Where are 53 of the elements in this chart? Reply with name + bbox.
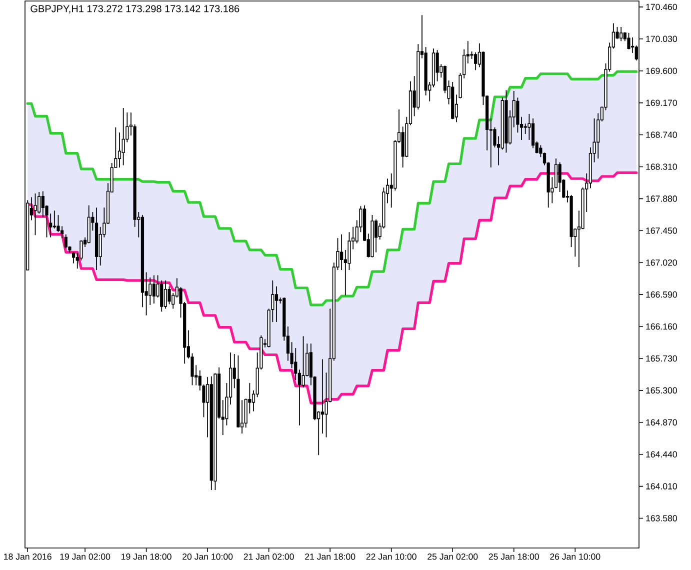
candlestick xyxy=(474,52,478,71)
y-tick-label: 169.600 xyxy=(646,68,677,74)
y-tick-label: 169.170 xyxy=(646,100,677,106)
candlestick xyxy=(554,158,558,189)
candlestick xyxy=(152,274,156,304)
y-tick-label: 164.440 xyxy=(646,451,677,458)
candlestick xyxy=(72,252,76,264)
candlestick xyxy=(160,280,164,312)
y-tick-label: 164.870 xyxy=(646,419,677,426)
y-tick-label: 164.010 xyxy=(646,483,677,490)
y-tick-label: 168.310 xyxy=(646,164,677,170)
x-tick-label: 19 Jan 18:00 xyxy=(122,554,172,560)
y-tick-label: 167.880 xyxy=(646,196,677,202)
x-tick-label: 22 Jan 10:00 xyxy=(366,554,416,560)
candlestick xyxy=(436,50,439,82)
y-tick-label: 163.580 xyxy=(646,515,677,522)
candlestick xyxy=(38,192,41,214)
candlestick xyxy=(401,126,404,168)
candlestick xyxy=(168,286,171,305)
x-tick-label: 19 Jan 02:00 xyxy=(60,554,110,560)
x-tick-label: 20 Jan 10:00 xyxy=(182,554,233,560)
candlestick xyxy=(52,210,56,229)
candlestick xyxy=(627,32,630,50)
x-tick-label: 25 Jan 18:00 xyxy=(488,554,539,560)
candlestick xyxy=(620,26,623,42)
y-tick-label: 165.300 xyxy=(646,387,677,394)
y-tick-label: 166.590 xyxy=(646,291,677,298)
candlestick xyxy=(60,226,64,239)
candlestick xyxy=(41,190,44,218)
chart-title: GBPJPY,H1 173.272 173.298 173.142 173.186 xyxy=(30,5,240,14)
x-tick-label: 18 Jan 2016 xyxy=(4,554,52,560)
y-tick-label: 167.450 xyxy=(646,228,677,234)
x-tick-label: 26 Jan 10:00 xyxy=(550,554,600,560)
y-tick-label: 170.460 xyxy=(646,4,677,10)
candlestick xyxy=(320,358,324,434)
candlestick xyxy=(274,286,278,323)
candlestick xyxy=(531,118,535,149)
y-tick-label: 168.740 xyxy=(646,132,677,138)
y-tick-label: 170.030 xyxy=(646,36,677,42)
candlestick xyxy=(64,234,68,249)
candlestick xyxy=(524,123,527,134)
candlestick xyxy=(340,234,344,270)
y-tick-label: 165.730 xyxy=(646,355,677,362)
candlestick xyxy=(164,280,167,310)
y-tick-label: 167.020 xyxy=(646,259,677,266)
candlestick xyxy=(34,193,37,236)
candlestick xyxy=(374,219,378,253)
x-tick-label: 21 Jan 18:00 xyxy=(305,554,356,560)
candlestick xyxy=(118,132,122,168)
candlestick xyxy=(122,108,125,166)
x-tick-label: 21 Jan 02:00 xyxy=(244,554,294,560)
y-tick-label: 166.160 xyxy=(646,323,677,330)
x-tick-label: 25 Jan 02:00 xyxy=(428,554,478,560)
